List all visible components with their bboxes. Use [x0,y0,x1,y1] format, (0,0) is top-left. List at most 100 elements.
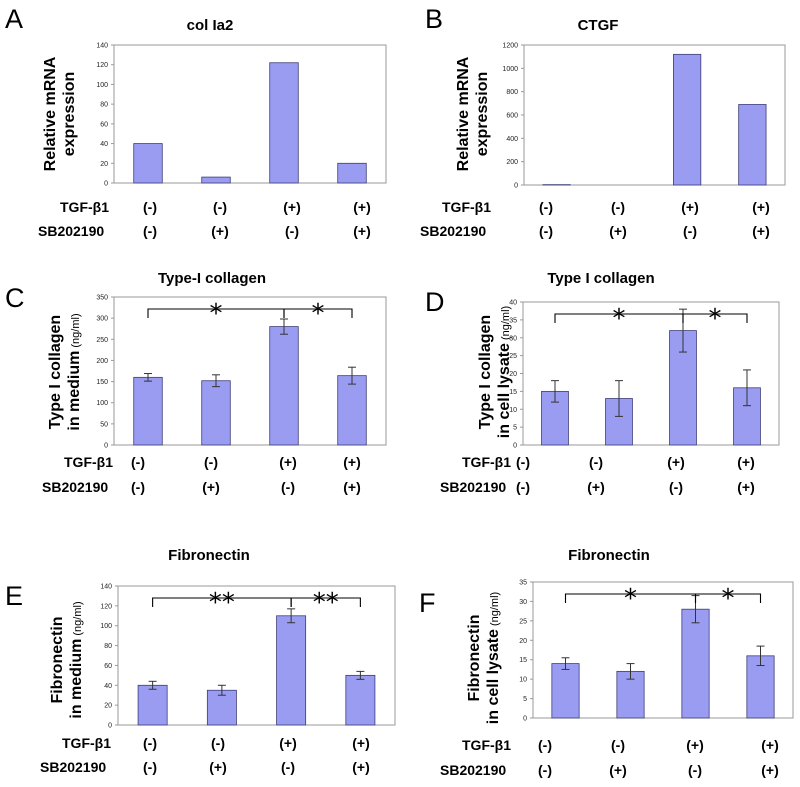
y-tick-label: 600 [506,113,518,120]
sb202190-label: SB202190 [440,479,506,495]
tgf-beta1-condition: (-) [589,454,603,470]
y-tick-label: 25 [519,618,527,625]
plot-area [113,296,387,446]
y-tick-label: 15 [519,657,527,664]
significance-bracket [682,313,748,323]
significance-mark: * [613,304,626,334]
y-tick-label: 30 [509,335,517,342]
plot-area [532,581,794,719]
y-tick-label: 15 [509,389,517,396]
y-tick-label: 800 [506,89,518,96]
y-tick-label: 20 [104,703,112,710]
panel-letter: C [5,283,25,313]
significance-bracket [694,593,762,603]
tgf-beta1-condition: (-) [131,454,145,470]
bar [337,375,367,446]
sb202190-condition: (+) [209,759,227,775]
panel-d: D Type I collagen Type I collagen in cell l… [425,270,780,495]
y-axis-label: Type I collagen in cell lysate(ng/ml) [477,306,513,438]
y-tick-label: 60 [100,121,108,128]
panel-c: C Type-I collagen Type I collagen in medium… [5,270,387,495]
y-tick-label: 1200 [502,43,518,50]
y-tick-label: 120 [96,62,108,69]
panel-letter: B [425,4,443,34]
tgf-beta1-condition: (+) [686,737,704,753]
tgf-beta1-condition: (-) [213,199,227,215]
tgf-beta1-condition: (+) [352,735,370,751]
y-tick-label: 30 [519,599,527,606]
sb202190-condition: (+) [609,223,627,239]
y-tick-label: 120 [100,603,112,610]
y-tick-label: 0 [104,181,108,188]
bar [133,143,163,184]
sb202190-condition: (-) [669,479,683,495]
tgf-beta1-label: TGF-β1 [442,199,491,215]
sb202190-condition: (-) [516,479,530,495]
y-tick-label: 300 [96,316,108,323]
bar [206,689,237,726]
y-tick-label: 60 [104,663,112,670]
tgf-beta1-condition: (-) [143,735,157,751]
tgf-beta1-label: TGF-β1 [64,454,113,470]
tgf-beta1-condition: (-) [204,454,218,470]
significance-mark: * [210,299,223,329]
significance-mark: * [722,584,735,614]
y-tick-label: 5 [513,425,517,432]
tgf-beta1-condition: (+) [737,454,755,470]
sb202190-condition: (-) [688,762,702,778]
panel-f: F Fibronectin Fibronectin in cell lysate(ng… [419,547,794,778]
y-tick-label: 40 [100,141,108,148]
tgf-beta1-condition: (+) [343,454,361,470]
y-axis-label: Relative mRNA expression [455,56,491,171]
sb202190-condition: (+) [752,223,770,239]
y-tick-label: 350 [96,295,108,302]
panel-letter: F [419,588,436,618]
sb202190-condition: (+) [737,479,755,495]
y-axis-label: Fibronectin in cell lysate(ng/ml) [466,592,502,724]
y-axis-label: Fibronectin in medium(ng/ml) [49,601,85,718]
y-tick-label: 20 [519,638,527,645]
sb202190-condition: (+) [343,479,361,495]
sb202190-label: SB202190 [40,759,106,775]
bar [133,376,163,446]
tgf-beta1-condition: (+) [667,454,685,470]
sb202190-condition: (-) [281,479,295,495]
sb202190-label: SB202190 [38,223,104,239]
y-tick-label: 25 [509,353,517,360]
sb202190-condition: (-) [285,223,299,239]
sb202190-condition: (+) [202,479,220,495]
significance-mark: ** [209,588,235,618]
tgf-beta1-condition: (+) [761,737,779,753]
y-tick-label: 0 [108,723,112,730]
y-tick-label: 140 [100,584,112,591]
tgf-beta1-condition: (-) [611,199,625,215]
y-tick-label: 40 [509,300,517,307]
y-tick-label: 5 [523,696,527,703]
bar [269,326,299,446]
plot-area [117,585,396,726]
y-tick-label: 80 [104,643,112,650]
significance-mark: * [312,299,325,329]
y-tick-label: 200 [96,358,108,365]
tgf-beta1-label: TGF-β1 [462,737,511,753]
chart-title: Fibronectin [568,547,650,564]
tgf-beta1-label: TGF-β1 [62,735,111,751]
y-tick-label: 80 [100,102,108,109]
tgf-beta1-condition: (+) [353,199,371,215]
y-tick-label: 35 [519,580,527,587]
y-tick-label: 200 [506,159,518,166]
chart-title: Fibronectin [168,547,250,564]
sb202190-label: SB202190 [440,762,506,778]
bar [201,176,231,184]
chart-title: col Ia2 [187,17,234,34]
sb202190-condition: (-) [143,223,157,239]
bar [269,62,299,184]
tgf-beta1-condition: (-) [538,737,552,753]
tgf-beta1-condition: (-) [611,737,625,753]
y-tick-label: 40 [104,683,112,690]
y-axis-label: Relative mRNA expression [42,56,78,171]
y-axis-label: Type I collagen in medium(ng/ml) [47,313,83,430]
tgf-beta1-condition: (+) [283,199,301,215]
